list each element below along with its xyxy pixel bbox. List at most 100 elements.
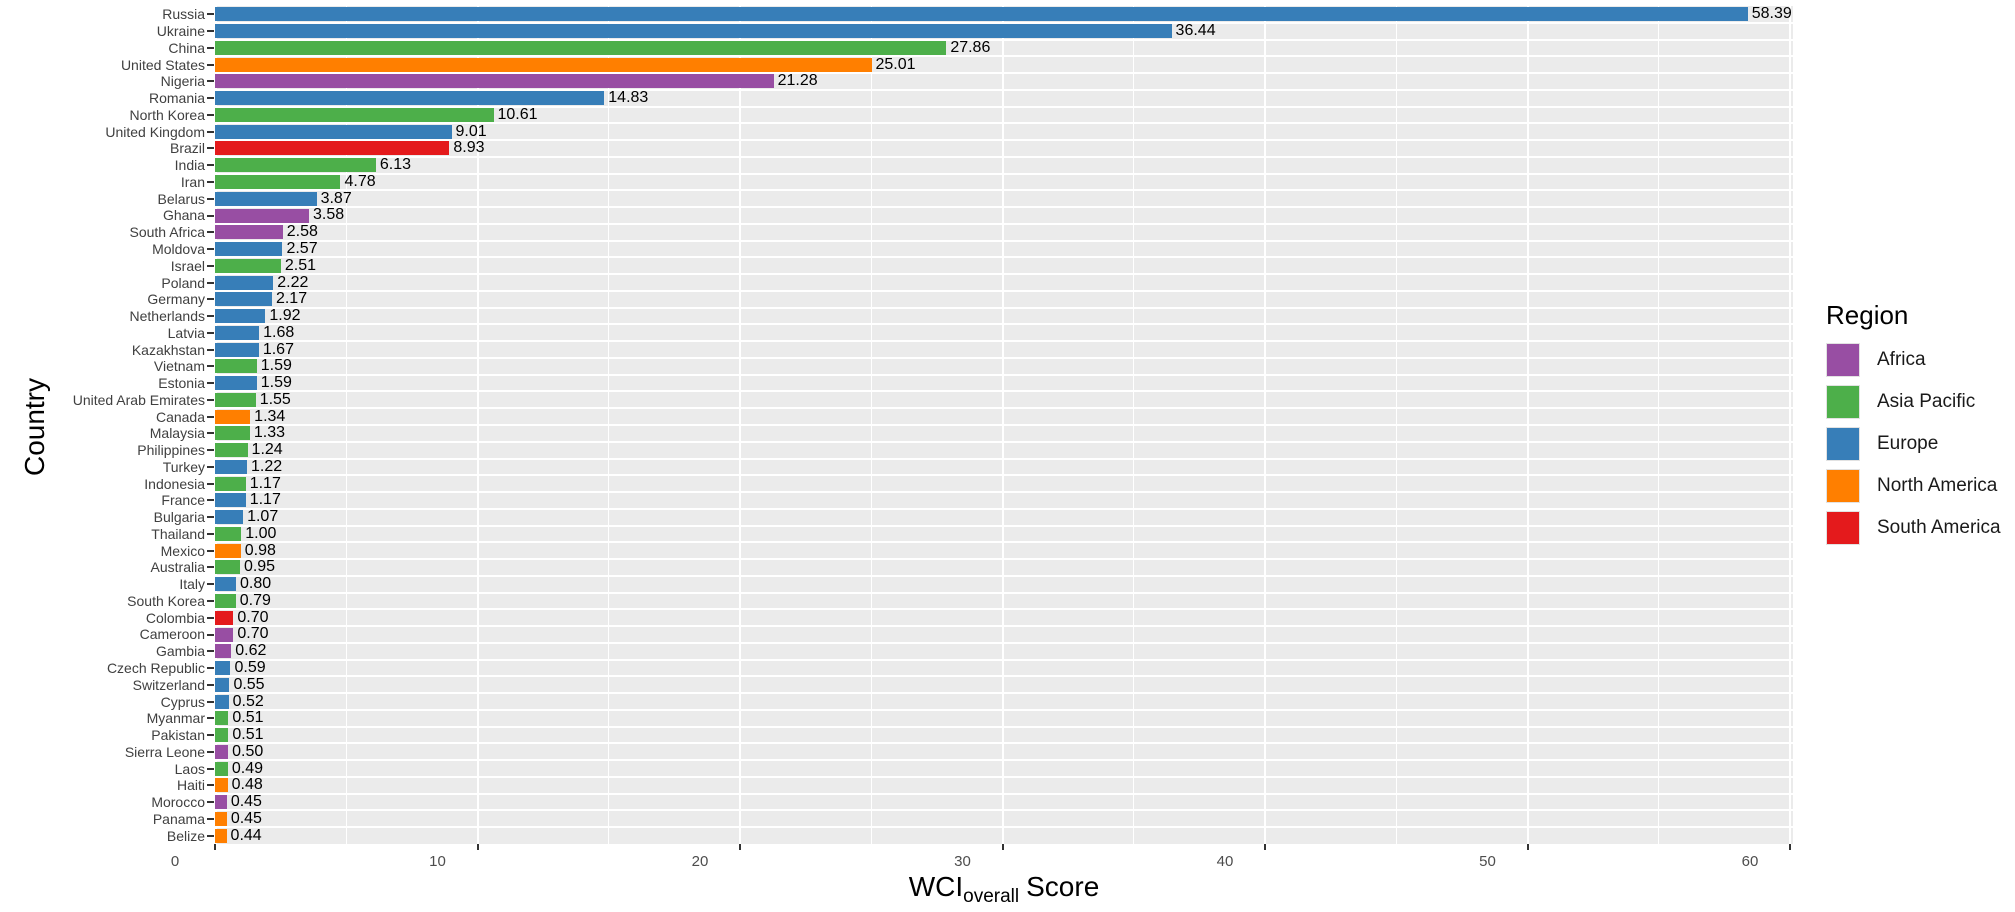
value-label: 0.70 [237,608,269,626]
country-label: Laos [174,760,205,777]
row-separator [215,356,1793,359]
country-label: Estonia [158,375,205,392]
value-label: 1.24 [251,441,283,459]
bar [215,744,229,759]
y-tick [207,365,214,368]
bar [215,459,248,474]
y-tick [207,80,214,83]
value-label: 0.45 [230,809,262,827]
y-tick [207,97,214,100]
bar [215,359,257,374]
y-tick [207,130,214,133]
row-separator [215,507,1793,510]
value-label: 36.44 [1175,22,1216,40]
row-separator [215,340,1793,343]
y-tick [207,248,214,251]
country-label: Russia [162,6,205,23]
y-tick [207,784,214,787]
y-tick [207,683,214,686]
legend-label: North America [1877,475,1998,496]
row-separator [215,708,1793,711]
country-label: Colombia [145,609,205,626]
value-label: 0.62 [235,642,267,660]
y-tick [207,46,214,49]
bar [215,795,227,810]
bar [215,677,230,692]
row-separator [215,273,1793,276]
value-label: 1.92 [269,307,301,325]
legend: Region Africa Asia Pacific Europe North Ame… [1826,300,2001,553]
country-label: Belize [166,827,205,844]
country-label: Germany [147,291,205,308]
x-tick [1789,844,1791,850]
bar [215,443,248,458]
legend-title: Region [1826,300,1909,330]
row-separator [215,775,1793,778]
legend-label: Africa [1877,349,1926,370]
bar [215,208,309,223]
value-label: 1.33 [253,424,286,442]
y-tick [207,432,214,435]
y-tick [207,532,214,535]
row-separator [215,256,1793,259]
value-label: 27.86 [950,38,991,56]
bar [215,141,450,156]
y-tick [207,767,214,770]
bar [215,510,244,525]
bar [215,124,452,139]
bar [215,57,872,72]
country-label: South Africa [129,224,206,241]
country-label: Philippines [137,442,205,459]
y-tick [207,30,214,33]
y-tick [207,834,214,837]
row-separator [215,373,1793,376]
bar [215,158,376,173]
value-label: 0.51 [232,726,264,744]
country-label: Gambia [155,643,205,660]
country-label: China [168,39,205,56]
value-label: 58.39 [1751,5,1792,23]
row-separator [215,608,1793,611]
y-tick [207,264,214,267]
legend-key-swatch [1826,385,1860,419]
row-separator [215,390,1793,393]
value-label: 1.00 [245,524,277,542]
bar [215,174,341,189]
row-separator [215,440,1793,443]
y-tick [207,147,214,150]
row-separator [215,206,1793,209]
bar [215,761,228,776]
y-tick [207,164,214,167]
value-label: 4.78 [344,172,376,190]
legend-key-swatch [1826,511,1860,545]
row-separator [215,424,1793,426]
value-label: 2.22 [277,273,309,291]
y-axis-title: Country [19,377,50,477]
bar [215,258,281,273]
row-separator [215,38,1793,41]
y-axis-labels: Russia Ukraine China United States Nigeria Ro… [0,6,215,844]
legend-label: South America [1877,517,2001,538]
bar [215,74,774,89]
value-label: 1.68 [263,323,295,341]
country-label: Panama [152,810,205,827]
value-label: 1.59 [260,374,292,392]
y-tick [207,734,214,737]
row-separator [215,574,1793,577]
row-separator [215,72,1793,75]
y-tick [207,516,214,519]
y-tick [207,599,214,602]
country-label: Ukraine [156,23,205,40]
bar [215,627,234,642]
legend-item: South America [1826,511,2001,545]
country-label: Thailand [151,525,205,542]
legend-item: North America [1826,469,2001,503]
bar [215,593,236,608]
country-label: United Kingdom [105,123,205,140]
value-label: 1.17 [249,491,281,509]
country-label: Mexico [160,542,205,559]
bar [215,107,494,122]
y-tick [207,465,214,468]
value-label: 1.34 [254,407,286,425]
